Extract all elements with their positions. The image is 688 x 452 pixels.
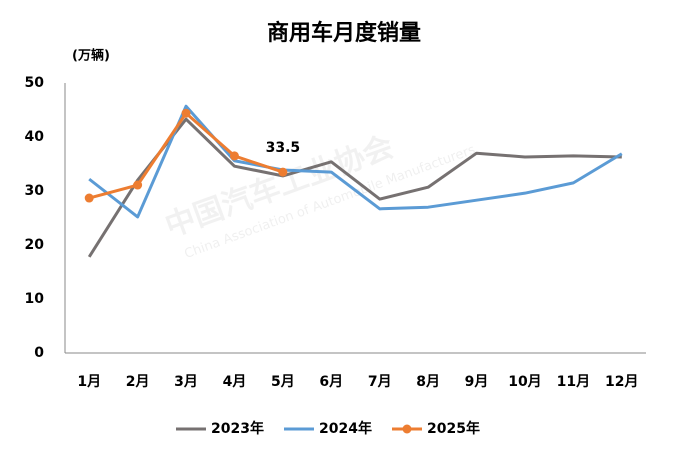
point-marker: [229, 151, 239, 161]
x-tick-label: 9月: [465, 374, 489, 390]
legend-label: 2024年: [319, 420, 372, 437]
point-marker: [181, 108, 191, 118]
y-tick-label: 0: [34, 345, 44, 361]
point-marker: [84, 193, 94, 203]
y-tick-label: 40: [25, 129, 45, 145]
y-tick-label: 20: [25, 237, 45, 253]
y-axis-label: (万辆): [72, 48, 110, 64]
x-tick-label: 12月: [605, 374, 638, 390]
chart-title: 商用车月度销量: [267, 20, 421, 46]
x-tick-label: 1月: [77, 374, 101, 390]
x-tick-label: 4月: [223, 374, 247, 390]
x-tick-label: 10月: [508, 374, 541, 390]
point-marker: [278, 167, 288, 177]
y-tick-label: 10: [25, 291, 45, 307]
legend-label: 2025年: [427, 420, 480, 437]
x-tick-label: 7月: [368, 374, 392, 390]
point-marker: [133, 180, 143, 190]
x-tick-label: 8月: [416, 374, 440, 390]
y-tick-label: 30: [25, 183, 45, 199]
series-line: [87, 117, 622, 258]
x-tick-label: 6月: [319, 374, 343, 390]
x-tick-label: 11月: [557, 374, 590, 390]
x-tick-label: 3月: [174, 374, 198, 390]
x-tick-label: 2月: [126, 374, 150, 390]
legend-label: 2023年: [211, 420, 264, 437]
legend-marker: [402, 424, 412, 434]
annotation: 33.5: [266, 140, 301, 156]
y-tick-label: 50: [25, 75, 45, 91]
x-tick-label: 5月: [271, 374, 295, 390]
